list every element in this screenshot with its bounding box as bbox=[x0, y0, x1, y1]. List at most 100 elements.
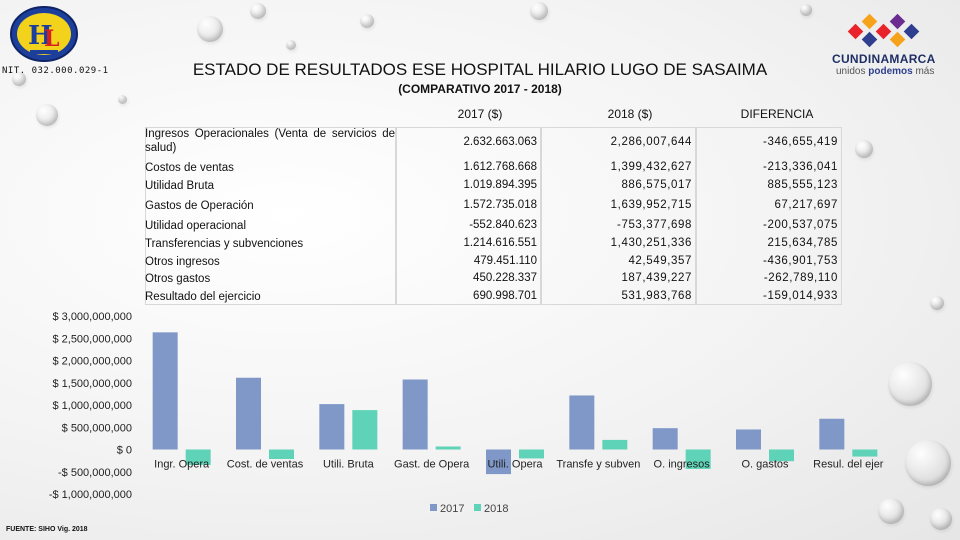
row-label: Costos de ventas bbox=[145, 162, 234, 174]
logo-tagline: unidos podemos más bbox=[836, 66, 935, 77]
x-tick-label: O. ingresos bbox=[654, 459, 711, 471]
value-diferencia: -213,336,041 bbox=[763, 161, 838, 173]
value-diferencia: 885,555,123 bbox=[767, 179, 838, 191]
bar-2017-2 bbox=[319, 404, 345, 450]
water-drop bbox=[250, 3, 266, 19]
bar-2017-8 bbox=[819, 418, 845, 450]
y-tick-label: -$ 500,000,000 bbox=[58, 467, 132, 479]
y-tick-label: $ 1,500,000,000 bbox=[52, 378, 132, 390]
x-tick-label: Resul. del ejer bbox=[813, 459, 884, 471]
row-label: Otros ingresos bbox=[145, 256, 220, 268]
water-drop bbox=[118, 95, 127, 104]
bar-2018-8 bbox=[852, 449, 878, 457]
y-tick-label: -$ 1,000,000,000 bbox=[49, 489, 132, 501]
table-row: Otros gastos 450.228.337 187,439,227 -262,7… bbox=[145, 270, 842, 288]
bar-2018-5 bbox=[602, 439, 628, 450]
row-label: Gastos de Operación bbox=[145, 200, 254, 212]
water-drop bbox=[12, 72, 26, 86]
water-drop bbox=[286, 40, 296, 50]
value-diferencia: 67,217,697 bbox=[774, 199, 838, 211]
row-label: Resultado del ejercicio bbox=[145, 291, 261, 303]
x-tick-label: O. gastos bbox=[741, 459, 789, 471]
col-header-2018: 2018 ($) bbox=[607, 107, 653, 121]
value-diferencia: -436,901,753 bbox=[763, 255, 838, 267]
table-row: Transferencias y subvenciones 1.214.616.5… bbox=[145, 235, 842, 253]
value-2018: 1,639,952,715 bbox=[610, 199, 692, 211]
water-drop bbox=[878, 498, 904, 524]
x-tick-label: Transfe y subven bbox=[556, 459, 640, 471]
value-2018: 1,430,251,336 bbox=[610, 237, 692, 249]
water-drop bbox=[36, 104, 58, 126]
cundinamarca-logo: CUNDINAMARCA unidos podemos más bbox=[828, 8, 952, 78]
value-2018: -753,377,698 bbox=[617, 219, 692, 231]
legend-swatch bbox=[430, 504, 437, 511]
row-label: Ingresos Operacionales (Venta de servici… bbox=[145, 128, 395, 154]
bar-2018-3 bbox=[435, 446, 461, 450]
bar-2017-3 bbox=[402, 379, 428, 450]
legend-label: 2018 bbox=[484, 503, 508, 515]
legend-label: 2017 bbox=[440, 503, 464, 515]
x-tick-label: Utili. Opera bbox=[487, 459, 543, 471]
water-drop bbox=[930, 508, 952, 530]
bar-2017-5 bbox=[569, 395, 595, 450]
value-2017: -552.840.623 bbox=[469, 219, 537, 231]
value-diferencia: -159,014,933 bbox=[763, 290, 838, 302]
value-2017: 479.451.110 bbox=[473, 255, 537, 267]
comparison-table: 2017 ($) 2018 ($) DIFERENCIA Ingresos Op… bbox=[145, 107, 842, 306]
table-column-box bbox=[540, 127, 697, 305]
table-column-box bbox=[695, 127, 842, 305]
col-header-diferencia: DIFERENCIA bbox=[740, 107, 814, 121]
hospital-logo: H L bbox=[6, 4, 84, 64]
value-diferencia: 215,634,785 bbox=[767, 237, 838, 249]
value-2018: 886,575,017 bbox=[621, 179, 692, 191]
x-tick-label: Gast. de Opera bbox=[394, 459, 470, 471]
value-2018: 187,439,227 bbox=[621, 272, 692, 284]
value-2018: 1,399,432,627 bbox=[610, 161, 692, 173]
water-drop bbox=[530, 2, 548, 20]
y-tick-label: $ 500,000,000 bbox=[62, 422, 132, 434]
x-tick-label: Cost. de ventas bbox=[227, 459, 304, 471]
water-drop bbox=[905, 440, 951, 486]
page-title: ESTADO DE RESULTADOS ESE HOSPITAL HILARI… bbox=[192, 60, 768, 79]
bar-2017-4 bbox=[486, 449, 511, 475]
y-tick-label: $ 3,000,000,000 bbox=[52, 311, 132, 323]
svg-text:H: H bbox=[28, 21, 53, 51]
water-drop bbox=[360, 14, 374, 28]
svg-text:L: L bbox=[44, 26, 59, 52]
row-label: Otros gastos bbox=[145, 273, 211, 285]
x-tick-label: Utili. Bruta bbox=[323, 459, 375, 471]
bar-2017-0 bbox=[152, 332, 178, 450]
table-column-box bbox=[395, 127, 542, 305]
y-tick-label: $ 2,000,000,000 bbox=[52, 356, 132, 368]
value-2018: 531,983,768 bbox=[621, 290, 692, 302]
water-drop bbox=[888, 362, 932, 406]
value-2018: 2,286,007,644 bbox=[610, 136, 692, 148]
logo-brand-text: CUNDINAMARCA bbox=[832, 52, 936, 66]
table-row: Utilidad operacional -552.840.623 -753,377… bbox=[145, 217, 842, 235]
row-label: Utilidad Bruta bbox=[145, 180, 215, 192]
bar-chart: $ 3,000,000,000 $ 2,500,000,000 $ 2,000,00… bbox=[49, 311, 884, 515]
bar-2018-0 bbox=[185, 449, 211, 465]
value-diferencia: -346,655,419 bbox=[763, 136, 838, 148]
source-note: FUENTE: SIHO Vig. 2018 bbox=[6, 526, 88, 533]
legend-swatch bbox=[474, 504, 481, 511]
water-drop bbox=[800, 4, 812, 16]
value-2018: 42,549,357 bbox=[628, 255, 692, 267]
nit-label: NIT. 032.000.029-1 bbox=[2, 66, 109, 76]
bar-2017-1 bbox=[236, 377, 261, 450]
value-2017: 450.228.337 bbox=[473, 272, 537, 284]
col-header-2017: 2017 ($) bbox=[457, 107, 503, 121]
table-row: Resultado del ejercicio 690.998.701 531,98… bbox=[145, 288, 842, 306]
table-row: Ingresos Operacionales (Venta de servici… bbox=[145, 127, 842, 159]
bar-2018-6 bbox=[685, 449, 711, 469]
bar-2017-6 bbox=[652, 428, 678, 450]
table-row: Gastos de Operación 1.572.735.018 1,639,95… bbox=[145, 197, 842, 215]
value-2017: 1.572.735.018 bbox=[463, 199, 537, 211]
table-row: Utilidad Bruta 1.019.894.395 886,575,017 88… bbox=[145, 177, 842, 195]
water-drop bbox=[855, 140, 873, 158]
value-2017: 2.632.663.063 bbox=[463, 136, 537, 148]
value-2017: 1.214.616.551 bbox=[463, 237, 537, 249]
value-diferencia: -262,789,110 bbox=[763, 272, 838, 284]
row-label: Transferencias y subvenciones bbox=[145, 238, 304, 250]
value-2017: 1.612.768.668 bbox=[463, 161, 537, 173]
